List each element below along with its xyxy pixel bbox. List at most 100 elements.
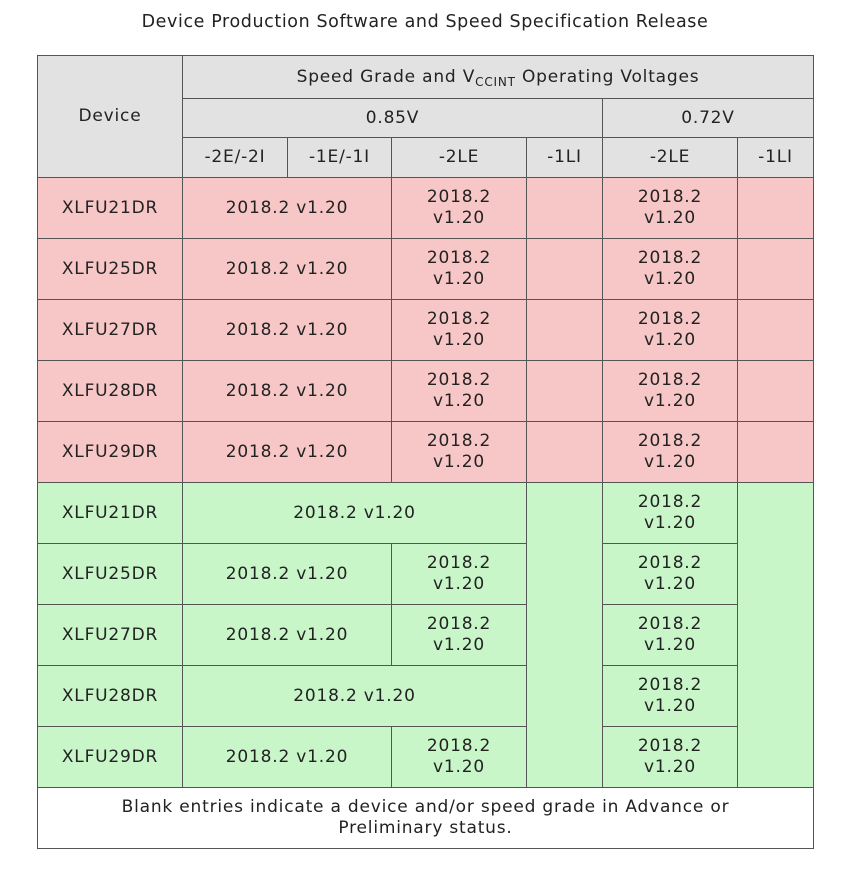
voltage-072-header: 0.72V (602, 98, 814, 138)
blank-cell (526, 482, 603, 788)
release-cell: 2018.2 v1.20 (602, 726, 738, 788)
release-line-2: v1.20 (644, 208, 696, 228)
release-cell: 2018.2 v1.20 (182, 482, 527, 544)
release-cell: 2018.2 v1.20 (182, 421, 392, 483)
blank-cell (737, 299, 814, 361)
release-line-2: v1.20 (433, 452, 485, 472)
release-line-2: v1.20 (644, 574, 696, 594)
blank-cell (737, 421, 814, 483)
device-cell: XLFU29DR (37, 421, 183, 483)
device-cell: XLFU21DR (37, 177, 183, 239)
table-row: XLFU21DR 2018.2 v1.20 2018.2 v1.20 2018.2… (37, 177, 814, 239)
table-row: XLFU27DR 2018.2 v1.20 2018.2 v1.20 2018.2… (37, 299, 814, 361)
table-row: XLFU27DR 2018.2 v1.20 2018.2 v1.20 2018.2… (37, 604, 814, 666)
group-title-subscript: CCINT (475, 74, 516, 89)
release-line-2: v1.20 (433, 635, 485, 655)
header-row-1: Device Speed Grade and VCCINT Operating … (37, 55, 814, 178)
release-cell: 2018.2 v1.20 (602, 177, 738, 239)
device-cell: XLFU27DR (37, 299, 183, 361)
release-line-2: v1.20 (433, 269, 485, 289)
release-cell: 2018.2 v1.20 (391, 238, 527, 300)
release-cell: 2018.2 v1.20 (602, 421, 738, 483)
release-line-1: 2018.2 (637, 370, 703, 390)
release-line-1: 2018.2 (426, 736, 492, 756)
release-line-2: v1.20 (644, 391, 696, 411)
release-cell: 2018.2 v1.20 (391, 604, 527, 666)
table-row: XLFU28DR 2018.2 v1.20 2018.2 v1.20 (37, 665, 814, 727)
blank-cell (526, 421, 603, 483)
device-cell: XLFU29DR (37, 726, 183, 788)
device-cell: XLFU27DR (37, 604, 183, 666)
release-line-2: v1.20 (433, 330, 485, 350)
release-cell: 2018.2 v1.20 (391, 177, 527, 239)
device-cell: XLFU28DR (37, 665, 183, 727)
device-cell: XLFU21DR (37, 482, 183, 544)
device-cell: XLFU25DR (37, 238, 183, 300)
table-row: XLFU25DR 2018.2 v1.20 2018.2 v1.20 2018.2… (37, 543, 814, 605)
release-cell: 2018.2 v1.20 (182, 177, 392, 239)
release-cell: 2018.2 v1.20 (182, 665, 527, 727)
release-line-1: 2018.2 (426, 370, 492, 390)
blank-cell (737, 238, 814, 300)
release-line-1: 2018.2 (426, 248, 492, 268)
release-cell: 2018.2 v1.20 (602, 604, 738, 666)
grade-header: -1LI (737, 137, 814, 178)
grade-header: -2LE (391, 137, 527, 178)
release-line-2: v1.20 (433, 391, 485, 411)
header-row-2: 0.85V 0.72V (38, 98, 814, 138)
release-line-1: 2018.2 (637, 309, 703, 329)
footnote-line-1: Blank entries indicate a device and/or s… (121, 797, 730, 817)
release-cell: 2018.2 v1.20 (391, 543, 527, 605)
footnote: Blank entries indicate a device and/or s… (37, 787, 814, 849)
release-line-2: v1.20 (644, 696, 696, 716)
table-row: XLFU29DR 2018.2 v1.20 2018.2 v1.20 2018.2… (37, 726, 814, 788)
blank-cell (526, 177, 603, 239)
release-cell: 2018.2 v1.20 (182, 604, 392, 666)
release-line-1: 2018.2 (637, 553, 703, 573)
release-cell: 2018.2 v1.20 (391, 299, 527, 361)
blank-cell (526, 360, 603, 422)
release-line-1: 2018.2 (426, 309, 492, 329)
release-cell: 2018.2 v1.20 (182, 543, 392, 605)
grade-header: -1E/-1I (287, 137, 392, 178)
release-cell: 2018.2 v1.20 (182, 726, 392, 788)
release-cell: 2018.2 v1.20 (182, 238, 392, 300)
release-line-1: 2018.2 (426, 187, 492, 207)
release-cell: 2018.2 v1.20 (602, 665, 738, 727)
table-row: XLFU29DR 2018.2 v1.20 2018.2 v1.20 2018.2… (37, 421, 814, 483)
release-line-1: 2018.2 (426, 431, 492, 451)
speed-spec-table: Device Speed Grade and VCCINT Operating … (37, 55, 814, 849)
release-line-2: v1.20 (644, 452, 696, 472)
release-cell: 2018.2 v1.20 (391, 726, 527, 788)
blank-cell (526, 238, 603, 300)
release-line-1: 2018.2 (637, 736, 703, 756)
group-title-tail: Operating Voltages (515, 66, 700, 87)
release-line-1: 2018.2 (637, 248, 703, 268)
release-line-2: v1.20 (644, 513, 696, 533)
blank-cell (526, 299, 603, 361)
group-title-main: Speed Grade and V (296, 66, 476, 87)
release-line-2: v1.20 (433, 757, 485, 777)
header-row-3: -2E/-2I -1E/-1I -2LE -1LI -2LE -1LI (38, 137, 814, 178)
release-cell: 2018.2 v1.20 (391, 421, 527, 483)
voltage-085-header: 0.85V (182, 98, 603, 138)
release-line-1: 2018.2 (637, 675, 703, 695)
device-column-header: Device (37, 55, 183, 178)
release-line-2: v1.20 (433, 574, 485, 594)
device-cell: XLFU28DR (37, 360, 183, 422)
release-cell: 2018.2 v1.20 (602, 360, 738, 422)
grade-header: -2LE (602, 137, 738, 178)
release-cell: 2018.2 v1.20 (391, 360, 527, 422)
release-cell: 2018.2 v1.20 (602, 299, 738, 361)
table-row: XLFU21DR 2018.2 v1.20 2018.2 v1.20 (37, 482, 814, 788)
blank-cell (737, 177, 814, 239)
release-line-2: v1.20 (433, 208, 485, 228)
table-row: XLFU28DR 2018.2 v1.20 2018.2 v1.20 2018.2… (37, 360, 814, 422)
speed-grade-group-header: Speed Grade and VCCINT Operating Voltage… (182, 55, 814, 99)
release-cell: 2018.2 v1.20 (602, 543, 738, 605)
release-line-1: 2018.2 (426, 614, 492, 634)
grade-header: -1LI (526, 137, 603, 178)
release-line-1: 2018.2 (637, 187, 703, 207)
release-line-2: v1.20 (644, 757, 696, 777)
footnote-line-2: Preliminary status. (338, 818, 513, 838)
